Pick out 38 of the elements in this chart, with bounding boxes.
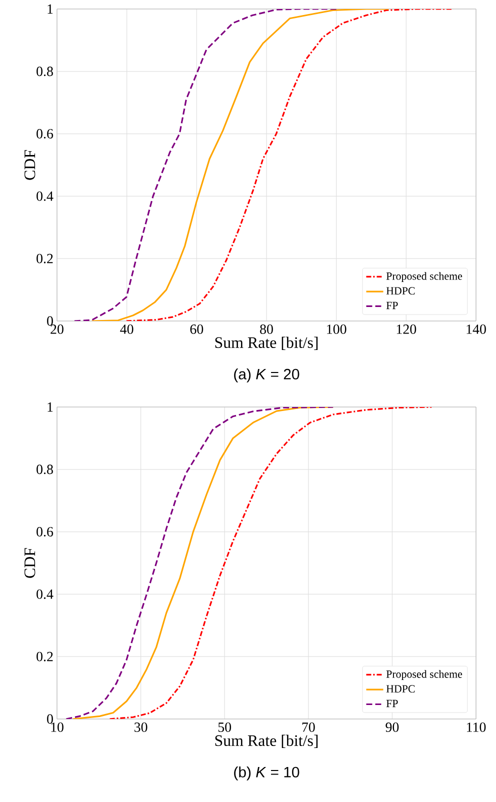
x-tick-label: 50 <box>218 722 232 732</box>
x-tick-label: 90 <box>386 722 399 732</box>
text: (b) K = 10 <box>234 766 300 780</box>
legend-label: Proposed scheme <box>386 670 462 680</box>
legend-label: FP <box>386 302 398 310</box>
text: (a) K = 20 <box>234 368 300 382</box>
legend-label: Proposed scheme <box>386 272 462 282</box>
y-tick-label: 0.4 <box>36 589 54 599</box>
x-tick-label: 60 <box>190 324 204 334</box>
x-tick-label: 100 <box>327 324 346 334</box>
x-axis-title: Sum Rate [bit/s] <box>215 734 318 748</box>
legend-label: FP <box>386 700 398 708</box>
y-axis-title: CDF <box>24 150 36 180</box>
y-tick-label: 0.6 <box>36 129 54 139</box>
line-series <box>74 8 338 321</box>
x-tick-label: 120 <box>396 324 416 334</box>
y-tick-label: 0.4 <box>36 191 54 201</box>
x-tick-label: 110 <box>467 722 486 732</box>
y-tick-label: 0.2 <box>36 254 53 264</box>
legend-label: HDPC <box>386 287 415 295</box>
x-axis-title: Sum Rate [bit/s] <box>215 336 318 350</box>
y-tick-label: 0 <box>47 714 53 724</box>
y-tick-label: 0.6 <box>36 527 54 537</box>
y-tick-label: 1 <box>48 4 53 14</box>
y-tick-label: 0.2 <box>36 652 53 662</box>
y-tick-label: 1 <box>48 402 53 412</box>
x-tick-label: 140 <box>466 324 486 334</box>
x-tick-label: 30 <box>134 722 148 732</box>
x-tick-label: 20 <box>50 324 64 334</box>
y-tick-label: 0.8 <box>36 464 53 474</box>
y-tick-label: 0.8 <box>36 66 53 76</box>
x-tick-label: 40 <box>120 324 134 334</box>
y-axis-title: CDF <box>24 548 36 578</box>
legend-label: HDPC <box>386 685 415 693</box>
y-tick-label: 0 <box>47 316 53 326</box>
x-tick-label: 10 <box>51 722 64 732</box>
x-tick-label: 80 <box>260 324 273 334</box>
x-tick-label: 70 <box>302 722 315 732</box>
